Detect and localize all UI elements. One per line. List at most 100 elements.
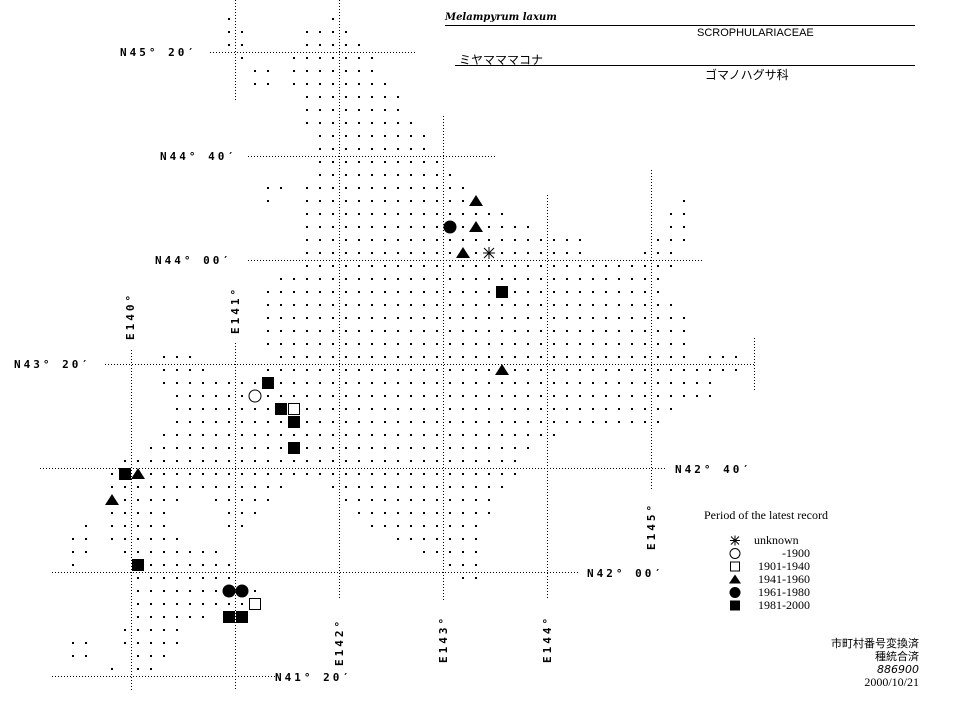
mesh-dot [527,317,529,319]
mesh-dot [618,330,620,332]
mesh-dot [540,304,542,306]
mesh-dot [683,226,685,228]
mesh-dot [358,96,360,98]
mesh-dot [215,460,217,462]
mesh-dot [319,70,321,72]
mesh-dot [189,447,191,449]
mesh-dot [384,369,386,371]
mesh-dot [371,291,373,293]
mesh-dot [85,655,87,657]
mesh-dot [345,31,347,33]
mesh-dot [176,551,178,553]
mesh-dot [280,317,282,319]
mesh-dot [423,265,425,267]
mesh-dot [228,18,230,20]
mesh-dot [293,382,295,384]
mesh-dot [397,174,399,176]
mesh-dot [488,460,490,462]
mesh-dot [254,83,256,85]
mesh-dot [514,304,516,306]
mesh-dot [228,564,230,566]
mesh-dot [670,304,672,306]
mesh-dot [137,590,139,592]
mesh-dot [566,395,568,397]
mesh-dot [540,252,542,254]
mesh-dot [423,499,425,501]
mesh-dot [683,213,685,215]
mesh-dot [722,369,724,371]
mesh-dot [397,226,399,228]
mesh-dot [423,460,425,462]
mesh-dot [345,57,347,59]
mesh-dot [332,291,334,293]
mesh-dot [228,460,230,462]
mesh-dot [410,174,412,176]
lon-label-140: E140° [124,291,137,340]
mesh-dot [423,421,425,423]
mesh-dot [553,239,555,241]
open-circle-icon [729,548,741,559]
mesh-dot [345,447,347,449]
mesh-dot [462,213,464,215]
mesh-dot [397,343,399,345]
mesh-dot [358,148,360,150]
asterisk-icon [483,247,495,259]
mesh-dot [592,382,594,384]
mesh-dot [241,408,243,410]
mesh-dot [410,499,412,501]
filled-triangle-icon [495,364,509,375]
filled-square-icon [223,611,235,623]
mesh-dot [215,395,217,397]
mesh-dot [514,460,516,462]
mesh-dot [501,356,503,358]
mesh-dot [449,356,451,358]
filled-triangle-icon [469,221,483,232]
mesh-dot [449,486,451,488]
filled-square-icon [288,442,300,454]
mesh-dot [150,577,152,579]
mesh-dot [332,265,334,267]
mesh-dot [345,44,347,46]
mesh-dot [189,616,191,618]
mesh-dot [436,551,438,553]
mesh-dot [176,408,178,410]
mesh-dot [670,239,672,241]
mesh-dot [566,317,568,319]
mesh-dot [319,421,321,423]
mesh-dot [332,109,334,111]
mesh-dot [293,460,295,462]
mesh-dot [293,434,295,436]
mesh-dot [475,486,477,488]
mesh-dot [306,83,308,85]
mesh-dot [631,291,633,293]
mesh-dot [267,499,269,501]
mesh-dot [644,343,646,345]
mesh-dot [228,382,230,384]
mesh-dot [436,265,438,267]
filled-circle-icon [729,587,741,598]
mesh-dot [501,252,503,254]
mesh-dot [657,369,659,371]
mesh-dot [605,330,607,332]
mesh-dot [150,538,152,540]
mesh-dot [85,642,87,644]
legend-label: 1981-2000 [758,598,810,612]
mesh-dot [384,356,386,358]
mesh-dot [462,564,464,566]
mesh-dot [449,200,451,202]
mesh-dot [449,265,451,267]
mesh-dot [462,317,464,319]
mesh-dot [449,499,451,501]
mesh-dot [410,421,412,423]
mesh-dot [358,369,360,371]
mesh-dot [735,369,737,371]
mesh-dot [410,252,412,254]
mesh-dot [397,486,399,488]
mesh-dot [215,486,217,488]
mesh-dot [293,278,295,280]
mesh-dot [501,486,503,488]
mesh-dot [566,343,568,345]
mesh-dot [540,291,542,293]
mesh-dot [189,577,191,579]
mesh-dot [514,473,516,475]
